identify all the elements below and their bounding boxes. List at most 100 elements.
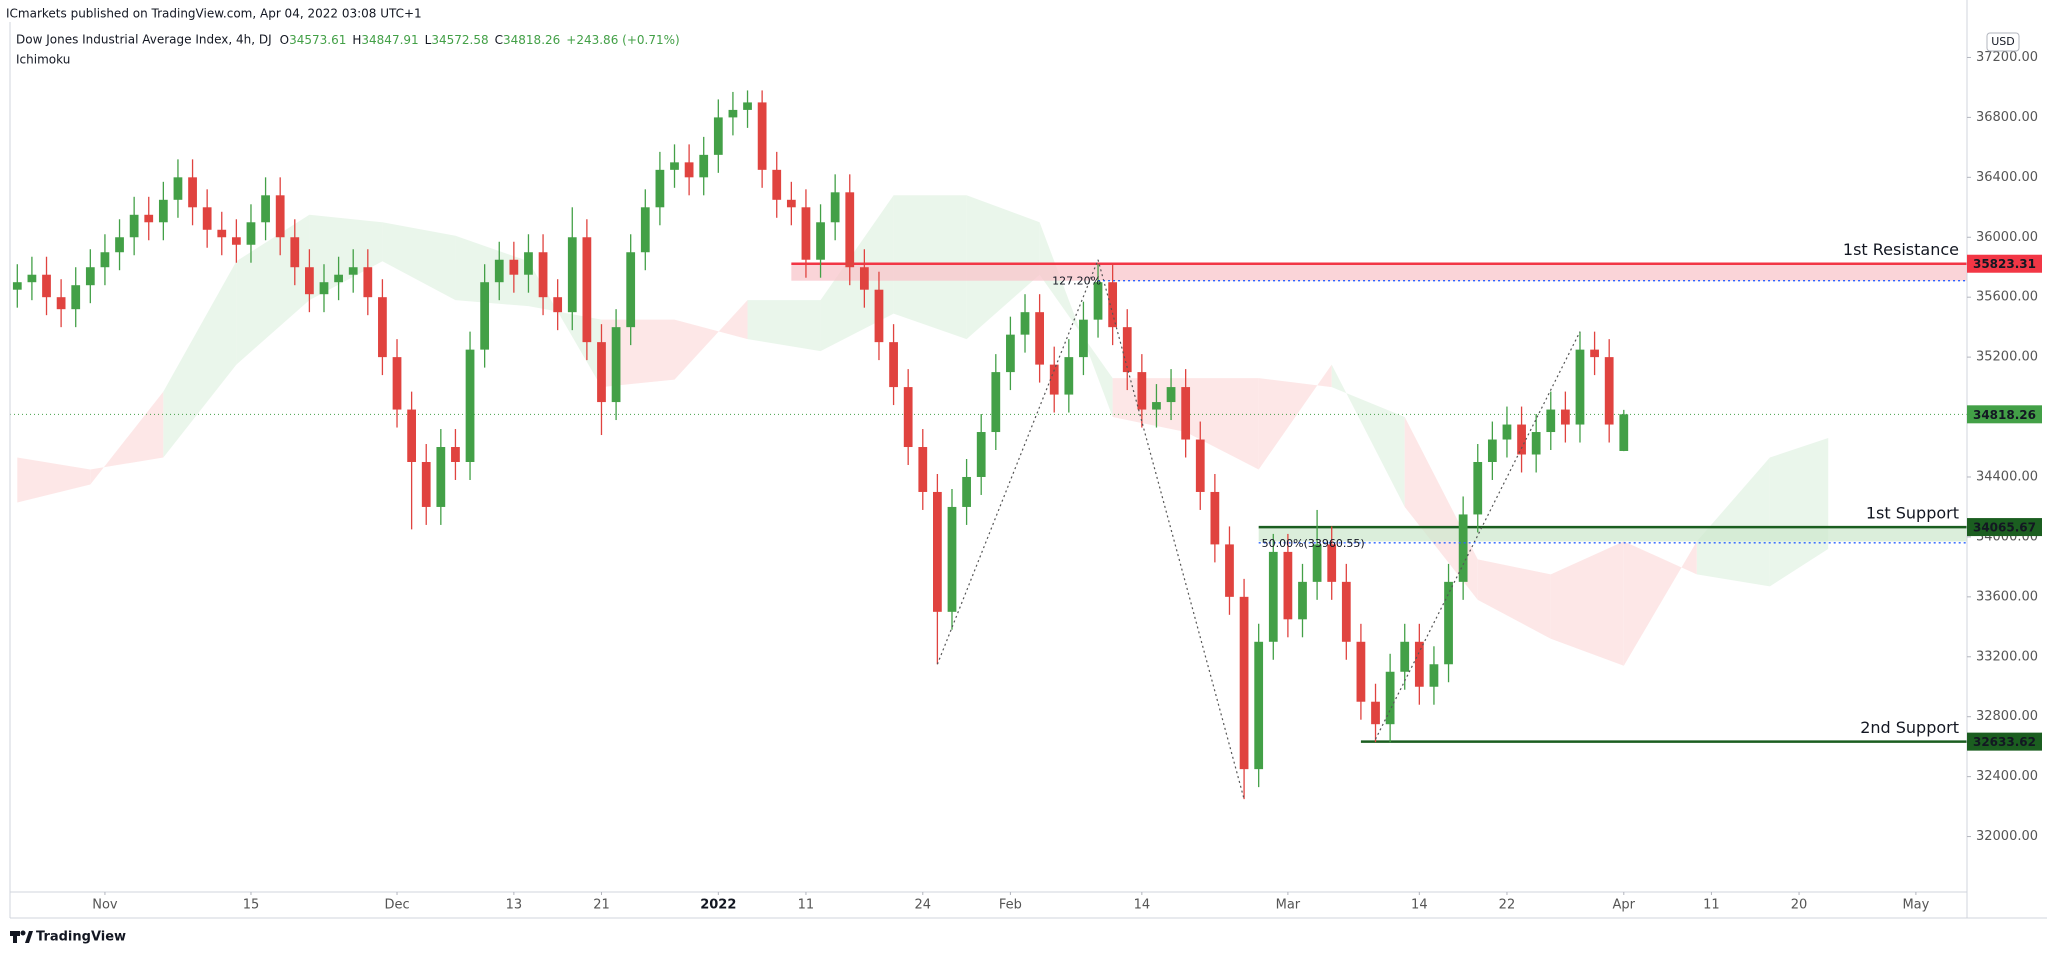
levels [10, 262, 1967, 743]
candle-body [1473, 461, 1483, 515]
x-tick-label: 14 [1134, 898, 1151, 913]
x-tick-label: 11 [1703, 898, 1720, 913]
level-name: 1st Resistance [1843, 240, 1959, 259]
candle-body [582, 237, 592, 343]
candle-body [319, 282, 329, 295]
candle-body [670, 162, 679, 170]
candle-body [524, 252, 533, 275]
candle-body [378, 297, 387, 358]
cloud-segment [1769, 438, 1829, 587]
candle-body [918, 447, 928, 492]
candle-body [1020, 312, 1030, 335]
candle-body [421, 461, 431, 507]
cloud-segment [17, 457, 91, 503]
cloud-segment [1258, 364, 1332, 470]
x-tick-label: 2022 [700, 898, 736, 913]
candle-body [246, 222, 256, 245]
candle-body [976, 432, 986, 477]
candle-body [261, 195, 270, 223]
x-tick-label: Nov [92, 898, 118, 913]
candle-body [962, 476, 971, 507]
cloud-segment [309, 214, 383, 301]
candle-body [27, 274, 37, 283]
ohlc-value: 34847.91 [361, 33, 418, 47]
candle-body [1502, 424, 1512, 440]
candle-body [188, 177, 197, 208]
candle-body [1225, 544, 1234, 597]
candle-body [231, 237, 241, 245]
cloud-segment [455, 235, 529, 307]
candle-body [1487, 439, 1497, 462]
candle-body [1400, 641, 1410, 672]
y-tick-label: 36800.00 [1976, 110, 2038, 125]
ohlc-letter: O [280, 33, 289, 47]
candle-body [1429, 664, 1439, 687]
level-band [791, 263, 1967, 281]
x-tick-label: Mar [1276, 898, 1301, 913]
candle-body [348, 267, 358, 275]
x-tick-label: 14 [1411, 898, 1428, 913]
price-tag [1967, 732, 2042, 751]
candle-body [480, 282, 490, 350]
fib-label: 50.00%(33960.55) [1262, 537, 1365, 550]
candle-body [1064, 357, 1074, 395]
candle-body [859, 267, 869, 290]
candles [12, 90, 1629, 800]
price-tag [1967, 405, 2042, 424]
candle-body [845, 192, 855, 268]
x-tick-label: 13 [506, 898, 523, 913]
candle-body [1049, 364, 1059, 395]
candle-body [158, 199, 168, 223]
candle-body [889, 342, 898, 388]
candle-body [611, 327, 621, 403]
candle-body [202, 207, 212, 230]
candle-body [1517, 424, 1526, 455]
candle-body [699, 154, 709, 178]
ohlc-value: 34573.61 [289, 33, 346, 47]
level-name: 2nd Support [1860, 718, 1959, 737]
candle-body [1341, 581, 1351, 642]
candle-body [1254, 641, 1264, 770]
candle-body [1619, 414, 1629, 451]
trend-line [1097, 259, 1245, 800]
candle-body [465, 349, 475, 462]
x-tick-label: Apr [1613, 898, 1636, 913]
candle-body [1590, 349, 1599, 358]
x-tick-label: May [1902, 898, 1929, 913]
ohlc-value: 34818.26 [503, 33, 560, 47]
candle-body [947, 506, 957, 612]
candle-body [275, 195, 285, 238]
ohlc-letter: L [425, 33, 432, 47]
candle-body [597, 342, 606, 403]
cloud-segment [1331, 364, 1405, 507]
y-tick-label: 32800.00 [1976, 709, 2038, 724]
chart-title: Dow Jones Industrial Average Index, 4h, … [16, 33, 272, 47]
candle-body [786, 199, 796, 208]
watermark-logo [10, 930, 33, 943]
candle-body [1531, 432, 1541, 455]
candle-body [1546, 409, 1556, 433]
watermark: TradingView [36, 930, 126, 945]
indicator-name: Ichimoku [16, 53, 70, 67]
y-tick-label: 32000.00 [1976, 829, 2038, 844]
cloud-segment [163, 261, 237, 458]
candle-body [1575, 349, 1585, 425]
candle-body [1108, 282, 1118, 328]
candle-body [684, 162, 694, 178]
currency-box [1986, 32, 2020, 52]
candle-body [903, 387, 913, 448]
y-tick-label: 37200.00 [1976, 50, 2038, 65]
candle-body [100, 252, 110, 268]
candle-body [494, 259, 504, 283]
cloud-segment [382, 222, 456, 301]
cloud-segment [674, 300, 748, 380]
candle-body [816, 222, 825, 260]
cloud-segment [528, 261, 602, 388]
candle-body [1035, 312, 1044, 365]
candle-body [1298, 581, 1307, 620]
candle-body [1458, 514, 1468, 582]
candle-body [743, 102, 752, 110]
ohlc-change: +243.86 (+0.71%) [566, 33, 679, 47]
y-tick-label: 35200.00 [1976, 350, 2038, 365]
x-tick-label: 15 [243, 898, 260, 913]
